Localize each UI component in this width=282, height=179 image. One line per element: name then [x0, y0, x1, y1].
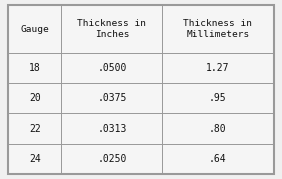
- Text: .64: .64: [209, 154, 227, 164]
- Text: .0375: .0375: [97, 93, 127, 103]
- Bar: [8, 53, 274, 83]
- Text: Gauge: Gauge: [21, 25, 49, 34]
- Text: 1.27: 1.27: [206, 63, 230, 73]
- Bar: [8, 83, 274, 113]
- Text: .95: .95: [209, 93, 227, 103]
- Text: 18: 18: [29, 63, 41, 73]
- Bar: [8, 144, 274, 174]
- Text: .80: .80: [209, 124, 227, 134]
- Text: Thickness in
Millimeters: Thickness in Millimeters: [183, 19, 252, 39]
- Text: 24: 24: [29, 154, 41, 164]
- Bar: [8, 5, 274, 53]
- Text: Thickness in
Inches: Thickness in Inches: [77, 19, 146, 39]
- Bar: [8, 113, 274, 144]
- Text: 20: 20: [29, 93, 41, 103]
- Text: .0500: .0500: [97, 63, 127, 73]
- Text: .0313: .0313: [97, 124, 127, 134]
- Text: .0250: .0250: [97, 154, 127, 164]
- Text: 22: 22: [29, 124, 41, 134]
